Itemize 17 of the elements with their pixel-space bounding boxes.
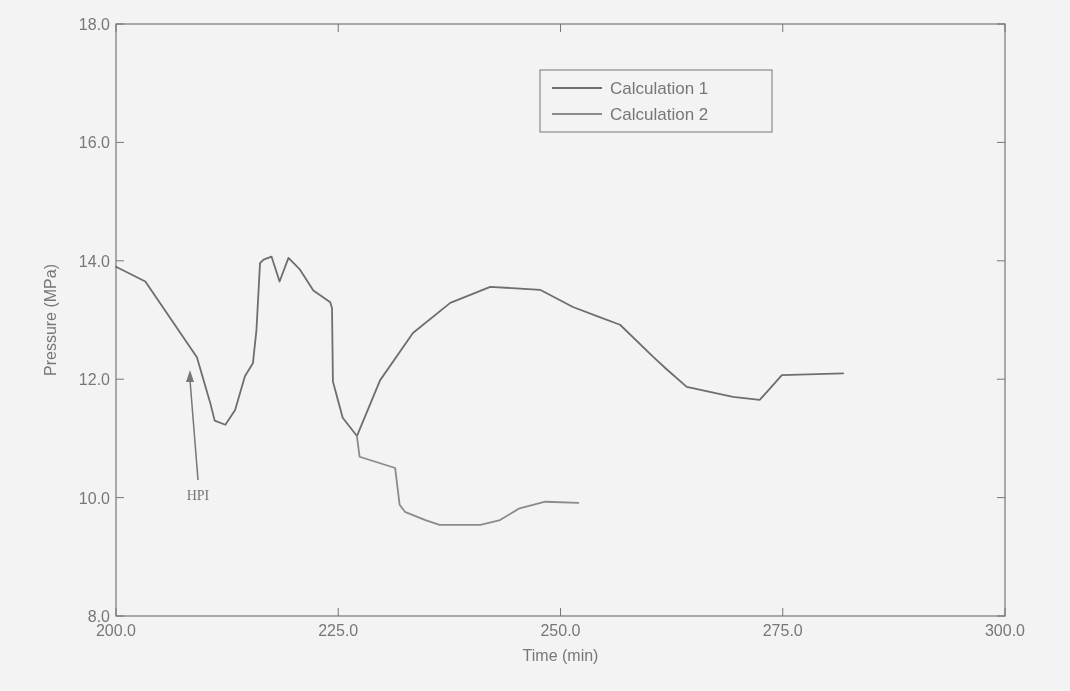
- legend-label: Calculation 1: [610, 79, 709, 98]
- x-tick-label: 250.0: [540, 622, 581, 639]
- annotation: HPI: [186, 488, 210, 503]
- y-axis-title: Pressure (MPa): [42, 263, 59, 377]
- y-tick-label: 8.0: [87, 608, 111, 625]
- line-series: [356, 435, 580, 526]
- x-tick-label: 225.0: [318, 622, 359, 639]
- y-tick-label: 16.0: [78, 134, 111, 152]
- x-axis-title: Time (min): [522, 647, 599, 664]
- y-tick-label: 14.0: [78, 252, 111, 270]
- x-tick-label: 275.0: [762, 622, 803, 639]
- y-tick-label: 12.0: [78, 371, 111, 389]
- x-tick-label: 300.0: [984, 622, 1026, 639]
- y-tick-label: 18.0: [78, 16, 111, 33]
- legend-label: Calculation 2: [610, 105, 709, 124]
- x-tick-label: 200.0: [95, 622, 137, 639]
- y-tick-label: 10.0: [78, 489, 111, 507]
